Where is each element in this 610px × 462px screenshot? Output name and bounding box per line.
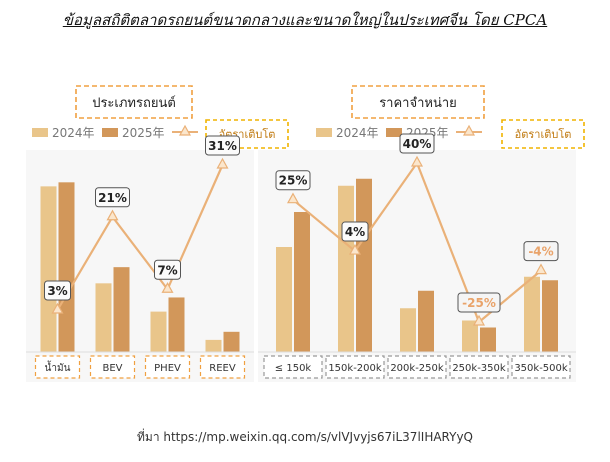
category-label-box (144, 355, 191, 379)
growth-label-box (44, 280, 71, 301)
growth-label-box (205, 135, 240, 156)
legend-label-growth: อัตราเติบโต (515, 127, 572, 141)
category-label: REEV (209, 363, 236, 374)
growth-label: 25% (279, 174, 308, 188)
legend-growth-box (501, 119, 585, 149)
category-label-box (387, 355, 447, 379)
growth-marker (106, 209, 119, 221)
growth-marker (472, 314, 486, 326)
bar-2024 (205, 339, 222, 352)
bar-2024 (150, 311, 167, 352)
category-label: ≤ 150k (275, 363, 312, 374)
legend-swatch-2024 (316, 128, 332, 137)
growth-marker (286, 192, 300, 204)
category-label-box (449, 355, 509, 379)
growth-label: 7% (157, 263, 177, 277)
category-label: น้ำมัน (45, 360, 71, 374)
growth-line (56, 164, 224, 311)
growth-label-box (154, 259, 181, 280)
category-label: 150k-200k (328, 363, 382, 374)
legend-swatch-2025 (386, 128, 402, 137)
page-title: ข้อมูลสถิติตลาดรถยนต์ขนาดกลางและขนาดใหญ่… (62, 11, 548, 29)
bar-2024 (524, 276, 540, 352)
bar-2025 (480, 327, 496, 352)
bar-2025 (418, 290, 434, 352)
growth-marker (348, 243, 362, 255)
category-label: 350k-500k (514, 363, 568, 374)
growth-label: 21% (98, 191, 127, 205)
legend-growth-box (205, 119, 289, 149)
bar-2025 (168, 297, 185, 352)
growth-label-box (341, 221, 369, 242)
growth-label-box (523, 241, 559, 262)
growth-label-box (399, 133, 435, 154)
bar-2024 (40, 186, 57, 352)
growth-label: 3% (47, 284, 67, 298)
category-label-box (325, 355, 385, 379)
bar-2025 (294, 212, 310, 352)
category-label-box (89, 355, 136, 379)
legend-marker-growth (178, 124, 192, 136)
growth-label: 31% (208, 139, 237, 153)
source-caption: ที่มา https://mp.weixin.qq.com/s/vlVJvyj… (137, 430, 473, 444)
panel-header-box (75, 85, 193, 119)
growth-label: -4% (528, 245, 553, 259)
bar-2025 (113, 267, 130, 352)
bar-2025 (223, 331, 240, 352)
category-label: PHEV (154, 363, 181, 374)
category-label: BEV (102, 363, 122, 374)
bar-2024 (338, 185, 354, 352)
panel-header: ประเภทรถยนต์ (92, 95, 176, 111)
legend-swatch-2024 (32, 128, 48, 137)
growth-label-box (275, 170, 311, 191)
category-label-box (34, 355, 81, 379)
growth-label: 40% (403, 137, 432, 151)
legend-swatch-2025 (102, 128, 118, 137)
panel-header-box (351, 85, 485, 119)
bar-2024 (95, 283, 112, 352)
category-label-box (199, 355, 246, 379)
bar-2025 (542, 280, 558, 352)
category-label-box (263, 355, 323, 379)
growth-label: -25% (462, 296, 496, 310)
legend-marker-growth (462, 124, 476, 136)
legend-label-2025: 2025年 (122, 126, 165, 140)
legend-label-2024: 2024年 (52, 126, 95, 140)
bar-2025 (58, 182, 75, 352)
growth-marker (161, 282, 174, 293)
bar-2025 (356, 178, 372, 352)
bar-2024 (462, 320, 478, 352)
growth-label: 4% (345, 225, 365, 239)
growth-marker (534, 263, 548, 275)
bar-2024 (400, 308, 416, 352)
growth-marker (216, 157, 229, 169)
panel-header: ราคาจำหน่าย (379, 96, 457, 111)
legend-label-2024: 2024年 (336, 126, 379, 140)
growth-label-box (95, 187, 130, 208)
category-label: 200k-250k (390, 363, 444, 374)
category-label: 250k-350k (452, 363, 506, 374)
bar-2024 (276, 247, 292, 352)
growth-marker (410, 155, 424, 167)
growth-label-box (457, 292, 501, 313)
growth-marker (51, 302, 64, 314)
panel-background (258, 150, 576, 382)
category-label-box (511, 355, 571, 379)
